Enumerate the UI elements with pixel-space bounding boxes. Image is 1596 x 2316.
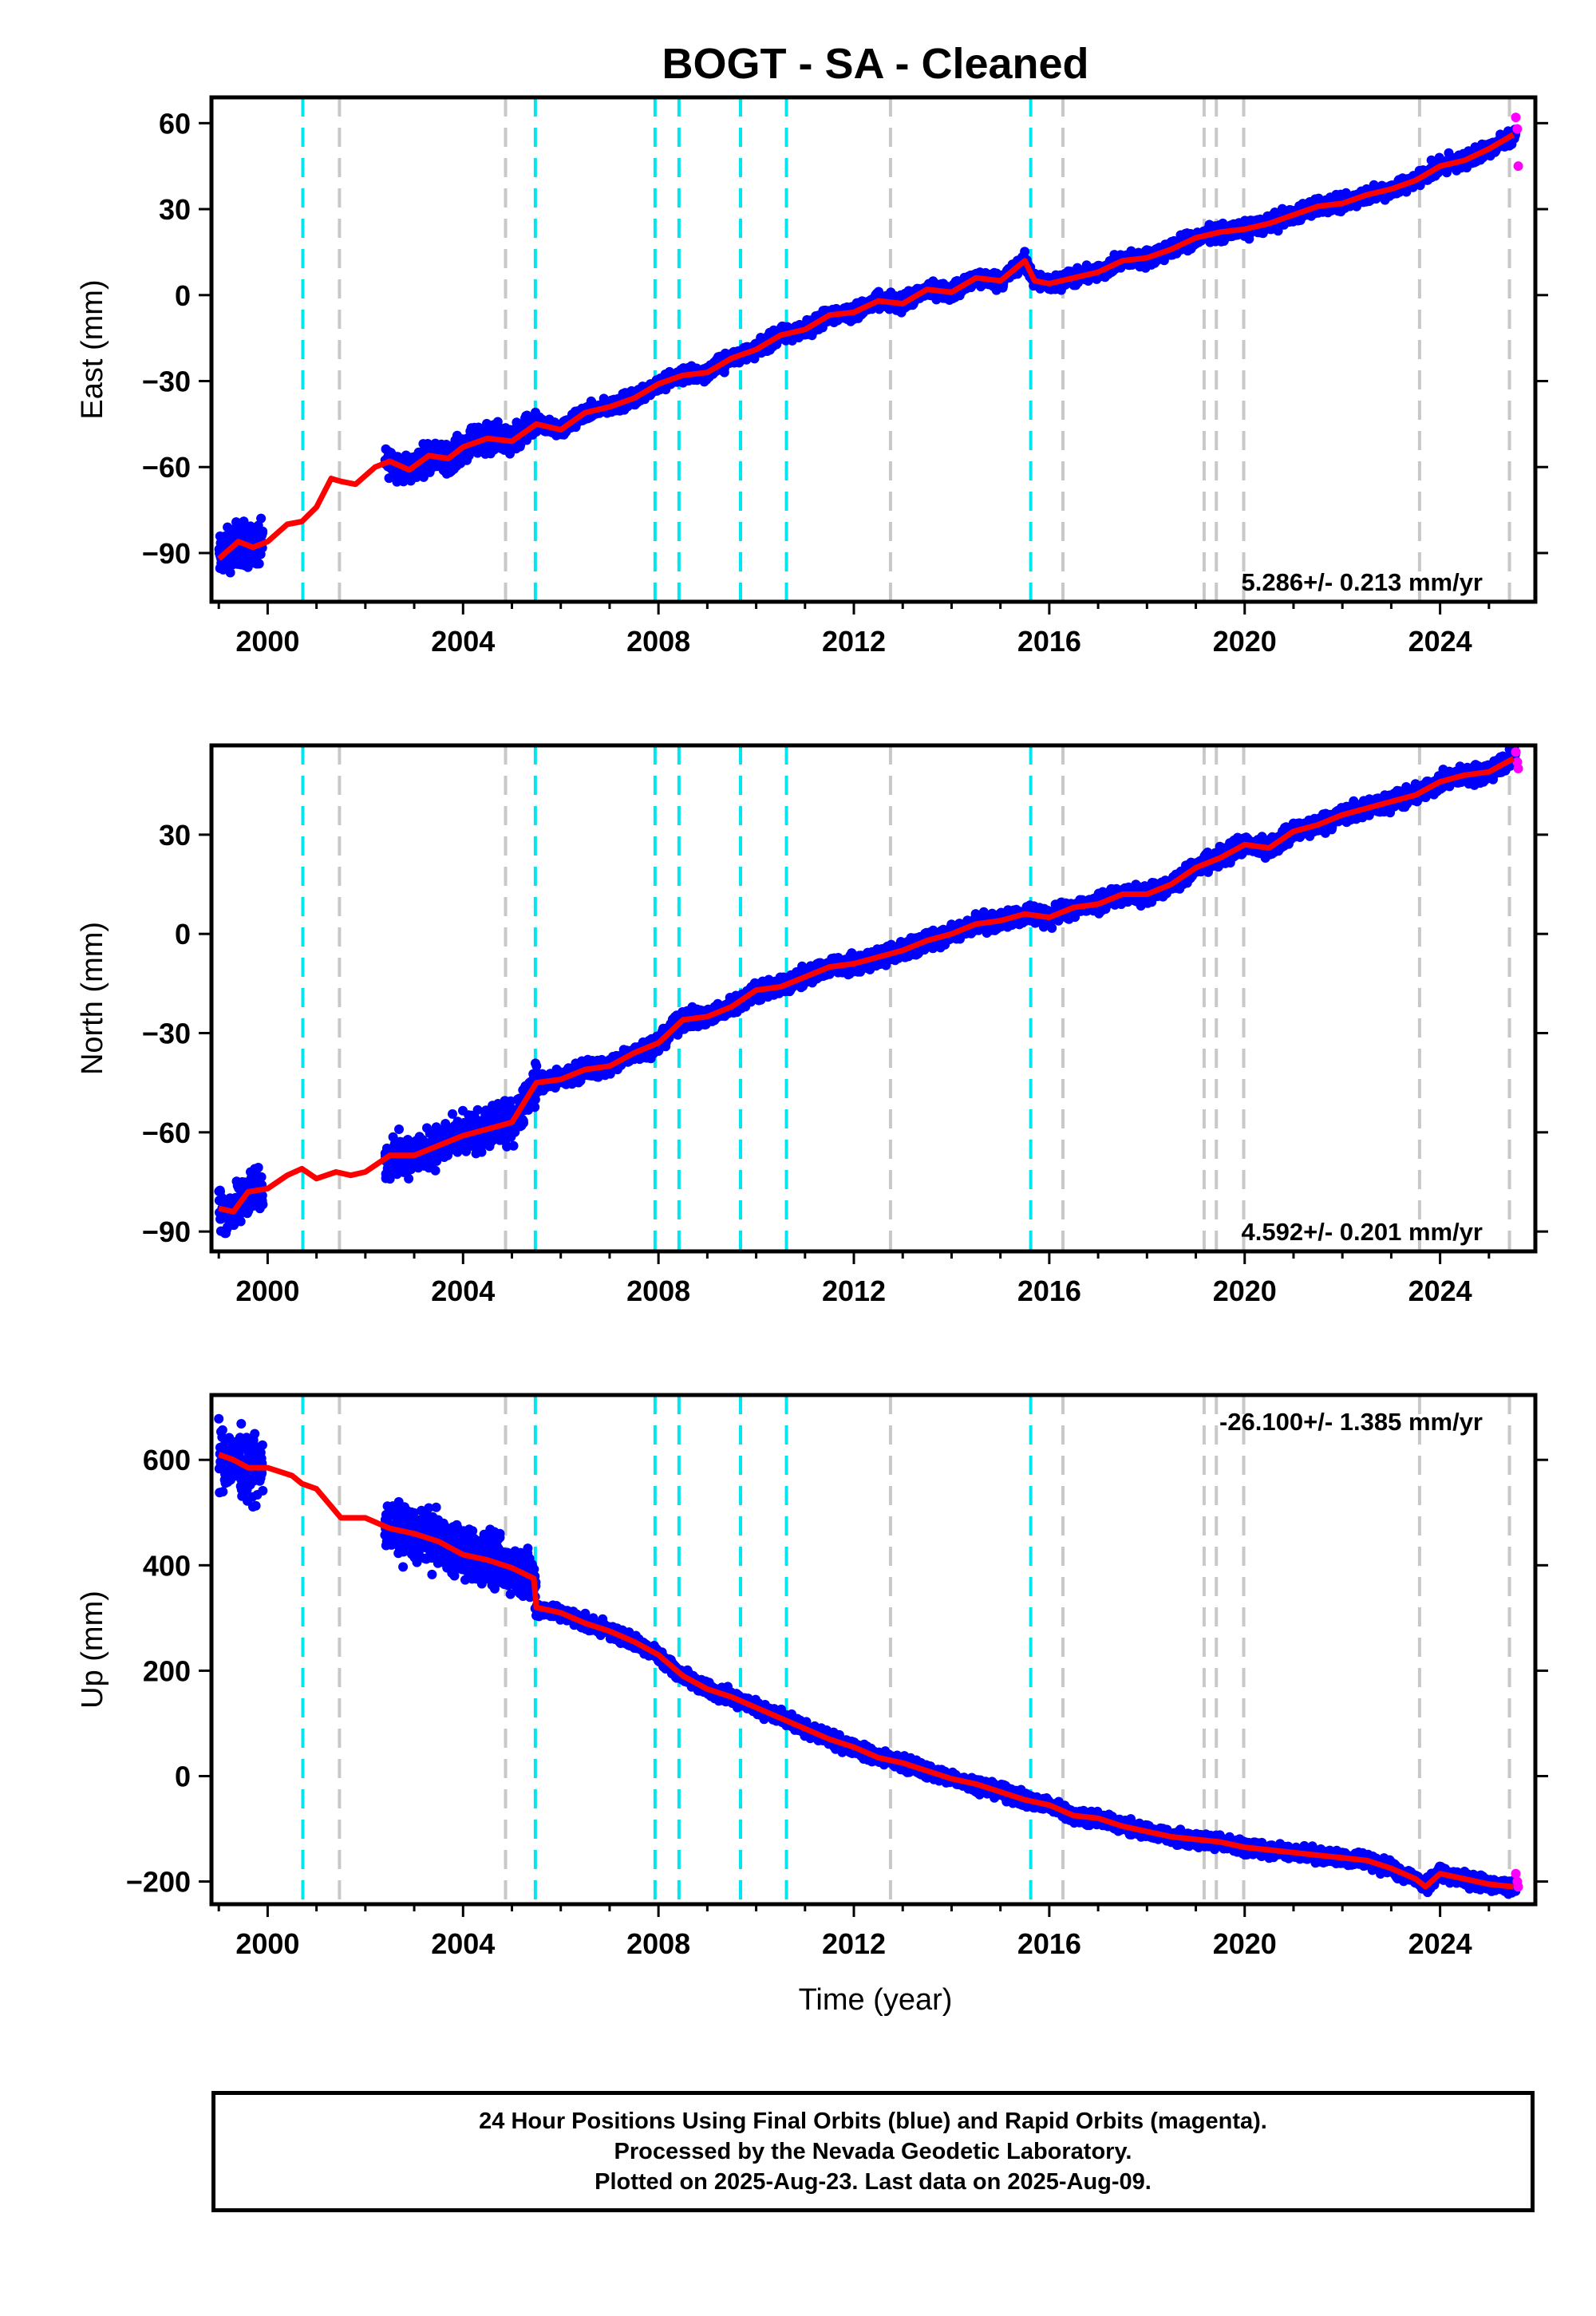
final-orbit-point <box>239 516 249 527</box>
rapid-orbit-point <box>1511 113 1521 123</box>
panel-east: 2000 2004 2008 2012 2016 2020 2024 −90 −60 −30 0 30… <box>76 95 1548 658</box>
y-tick-label: −90 <box>142 537 191 570</box>
plot-area <box>214 745 1523 1251</box>
y-tick-label: 30 <box>159 193 191 226</box>
velocity-rate-label: 5.286+/- 0.213 mm/yr <box>1242 568 1483 596</box>
final-orbit-points <box>214 124 1521 578</box>
rapid-orbit-point <box>1513 161 1523 172</box>
final-orbit-point <box>430 1165 440 1176</box>
final-orbit-point <box>384 473 394 484</box>
final-orbit-point <box>243 562 253 572</box>
x-tick-label: 2024 <box>1408 625 1472 658</box>
final-orbit-point <box>256 513 267 524</box>
rapid-orbit-point <box>1512 124 1523 134</box>
x-tick-label: 2004 <box>431 625 495 658</box>
final-orbit-point <box>508 1140 519 1151</box>
panel-frame <box>209 95 1538 604</box>
final-orbit-point <box>253 1163 263 1172</box>
final-orbit-point <box>225 567 235 578</box>
final-orbit-point <box>256 1172 267 1182</box>
final-orbit-point <box>254 559 264 569</box>
final-orbit-point <box>519 1118 528 1128</box>
final-orbit-point <box>1020 247 1030 257</box>
final-orbit-point <box>258 1199 268 1210</box>
y-tick-label: 60 <box>159 107 191 140</box>
final-orbit-point <box>531 1061 542 1071</box>
final-orbit-point <box>394 1124 404 1134</box>
final-orbit-point <box>530 1102 540 1113</box>
y-tick-label: −60 <box>142 451 191 484</box>
panel-north: 2000 2004 2008 2012 2016 2020 2024−90−60−30030… <box>76 743 1548 1307</box>
rapid-orbit-points <box>1511 113 1523 172</box>
x-tick-label: 2020 <box>1213 625 1277 658</box>
x-tick-label: 2012 <box>822 625 886 658</box>
x-tick-label: 2008 <box>626 625 690 658</box>
x-tick-label: 2016 <box>1017 625 1081 658</box>
final-orbit-point <box>476 1147 487 1157</box>
x-tick-label: 2000 <box>235 625 299 658</box>
y-axis-label: East (mm) <box>76 279 109 419</box>
y-tick-label: −30 <box>142 366 191 398</box>
final-orbit-point <box>258 528 267 538</box>
model-fit-line <box>216 132 1515 561</box>
final-orbit-point <box>472 1105 483 1115</box>
chart-title: BOGT - SA - Cleaned <box>662 40 1088 88</box>
final-orbit-point <box>404 1173 414 1184</box>
final-orbit-points <box>214 745 1521 1239</box>
final-orbit-point <box>235 1216 246 1227</box>
y-tick-label: 0 <box>175 279 191 312</box>
final-orbit-point <box>448 1109 457 1119</box>
plot-area <box>214 97 1523 602</box>
